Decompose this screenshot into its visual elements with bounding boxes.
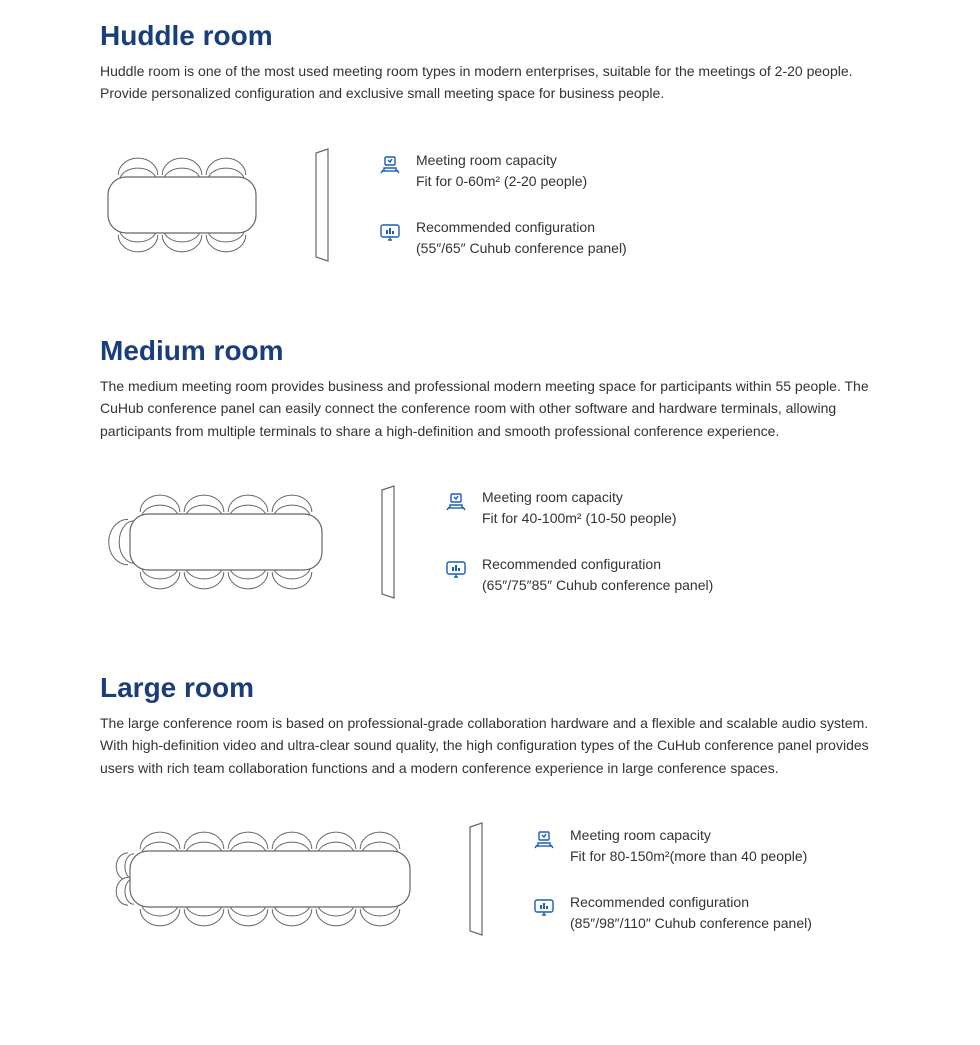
config-item: Recommended configuration (55″/65″ Cuhub… [376, 217, 880, 259]
capacity-value: Fit for 80-150m²(more than 40 people) [570, 846, 807, 867]
config-label: Recommended configuration [416, 217, 627, 238]
section-content: Meeting room capacity Fit for 0-60m² (2-… [100, 135, 880, 275]
capacity-icon [442, 489, 470, 517]
capacity-value: Fit for 40-100m² (10-50 people) [482, 508, 677, 529]
room-section-0: Huddle room Huddle room is one of the mo… [0, 20, 980, 335]
capacity-label: Meeting room capacity [570, 825, 807, 846]
section-desc: Huddle room is one of the most used meet… [100, 60, 880, 105]
config-item: Recommended configuration (85″/98″/110″ … [530, 892, 880, 934]
capacity-text: Meeting room capacity Fit for 80-150m²(m… [570, 825, 807, 867]
info-area: Meeting room capacity Fit for 0-60m² (2-… [376, 150, 880, 259]
section-title: Medium room [100, 335, 880, 367]
config-text: Recommended configuration (55″/65″ Cuhub… [416, 217, 627, 259]
config-icon [530, 894, 558, 922]
capacity-item: Meeting room capacity Fit for 80-150m²(m… [530, 825, 880, 867]
capacity-value: Fit for 0-60m² (2-20 people) [416, 171, 587, 192]
section-content: Meeting room capacity Fit for 80-150m²(m… [100, 809, 880, 949]
config-icon [376, 219, 404, 247]
screen-diagram [372, 482, 402, 602]
config-value: (55″/65″ Cuhub conference panel) [416, 238, 627, 259]
section-content: Meeting room capacity Fit for 40-100m² (… [100, 472, 880, 612]
capacity-item: Meeting room capacity Fit for 0-60m² (2-… [376, 150, 880, 192]
room-section-1: Medium room The medium meeting room prov… [0, 335, 980, 672]
section-title: Large room [100, 672, 880, 704]
section-desc: The large conference room is based on pr… [100, 712, 880, 779]
diagram-area [100, 472, 402, 612]
config-item: Recommended configuration (65″/75″85″ Cu… [442, 554, 880, 596]
info-area: Meeting room capacity Fit for 80-150m²(m… [530, 825, 880, 934]
config-value: (65″/75″85″ Cuhub conference panel) [482, 575, 713, 596]
info-area: Meeting room capacity Fit for 40-100m² (… [442, 487, 880, 596]
config-text: Recommended configuration (65″/75″85″ Cu… [482, 554, 713, 596]
diagram-area [100, 809, 490, 949]
table-diagram [100, 809, 420, 949]
screen-diagram [306, 145, 336, 265]
section-desc: The medium meeting room provides busines… [100, 375, 880, 442]
capacity-text: Meeting room capacity Fit for 40-100m² (… [482, 487, 677, 529]
capacity-label: Meeting room capacity [482, 487, 677, 508]
capacity-label: Meeting room capacity [416, 150, 587, 171]
screen-diagram [460, 819, 490, 939]
capacity-text: Meeting room capacity Fit for 0-60m² (2-… [416, 150, 587, 192]
section-title: Huddle room [100, 20, 880, 52]
diagram-area [100, 135, 336, 275]
config-text: Recommended configuration (85″/98″/110″ … [570, 892, 812, 934]
room-section-2: Large room The large conference room is … [0, 672, 980, 1009]
config-label: Recommended configuration [482, 554, 713, 575]
config-label: Recommended configuration [570, 892, 812, 913]
config-icon [442, 556, 470, 584]
table-diagram [100, 135, 266, 275]
capacity-icon [530, 827, 558, 855]
config-value: (85″/98″/110″ Cuhub conference panel) [570, 913, 812, 934]
capacity-item: Meeting room capacity Fit for 40-100m² (… [442, 487, 880, 529]
capacity-icon [376, 152, 404, 180]
table-diagram [100, 472, 332, 612]
